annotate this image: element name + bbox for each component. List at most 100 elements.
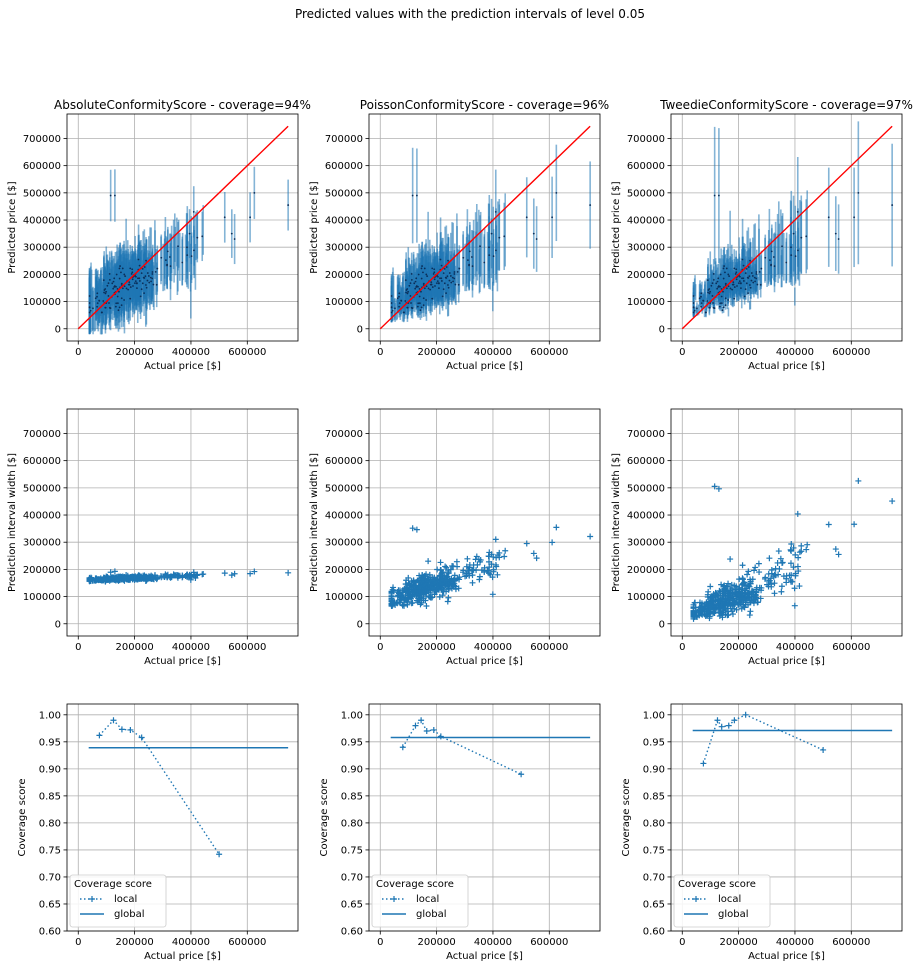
prediction-point: [425, 299, 428, 301]
subplot-r2-c2: 0 200000 400000 600000 0 100000 200000 300000 40…: [309, 408, 601, 667]
y-tick-label: 300000: [325, 538, 363, 549]
width-marker: [476, 576, 483, 583]
prediction-point: [120, 284, 123, 286]
width-marker: [440, 588, 447, 595]
x-axis-label: Actual price [$]: [446, 656, 523, 667]
local-coverage-point: [718, 723, 725, 730]
prediction-point: [151, 271, 154, 273]
prediction-point: [423, 287, 426, 290]
width-marker: [400, 588, 407, 595]
width-marker: [158, 574, 165, 581]
width-marker: [429, 584, 436, 591]
width-marker: [394, 589, 401, 595]
prediction-point: [415, 285, 418, 287]
prediction-point: [107, 295, 110, 297]
prediction-point: [111, 282, 114, 285]
prediction-point: [754, 280, 756, 283]
prediction-point: [421, 265, 423, 267]
y-tick-label: 0.85: [643, 791, 665, 802]
prediction-point: [734, 273, 737, 275]
width-marker: [135, 574, 142, 581]
width-marker: [771, 590, 778, 597]
prediction-point: [853, 216, 856, 219]
prediction-point: [722, 290, 724, 293]
prediction-point: [827, 216, 830, 219]
width-marker: [587, 533, 594, 540]
prediction-point: [429, 288, 432, 291]
y-tick-label: 400000: [325, 511, 363, 522]
prediction-point: [439, 258, 442, 261]
width-marker: [472, 556, 479, 563]
prediction-point: [693, 309, 696, 312]
prediction-point: [717, 277, 720, 280]
width-marker: [107, 575, 114, 582]
prediction-point: [196, 236, 199, 239]
y-tick-label: 0.90: [341, 764, 363, 775]
prediction-point: [748, 275, 751, 278]
prediction-point: [447, 259, 449, 262]
width-marker: [426, 571, 433, 578]
y-tick-label: 300000: [23, 243, 61, 254]
prediction-point: [437, 282, 440, 284]
prediction-point: [151, 277, 154, 280]
prediction-point: [724, 271, 726, 274]
width-marker: [788, 540, 795, 547]
prediction-point: [418, 287, 421, 290]
y-tick-label: 500000: [627, 188, 665, 199]
prediction-point: [445, 292, 447, 295]
prediction-point: [742, 280, 745, 282]
width-marker: [473, 553, 480, 560]
width-marker: [481, 564, 488, 571]
prediction-point: [129, 267, 132, 270]
prediction-point: [168, 256, 171, 258]
prediction-point: [119, 265, 121, 267]
plot-area: [692, 711, 893, 767]
width-marker: [395, 592, 402, 599]
local-coverage-point: [742, 711, 749, 718]
width-marker: [750, 597, 757, 604]
x-tick-label: 400000: [776, 347, 814, 358]
prediction-point: [160, 256, 163, 259]
y-tick-label: 0.75: [341, 845, 363, 856]
prediction-point: [390, 311, 393, 314]
prediction-point: [443, 282, 446, 285]
prediction-point: [287, 204, 290, 206]
x-tick-label: 400000: [172, 937, 210, 948]
subplot-r3-c2: 0 200000 400000 600000 0.60 0.65 0.70 0.75 0.80 0…: [319, 703, 601, 962]
x-tick-label: 400000: [776, 937, 814, 948]
prediction-point: [453, 277, 456, 280]
y-tick-label: 0.60: [39, 927, 61, 938]
prediction-point: [112, 287, 115, 290]
prediction-point: [769, 259, 771, 261]
width-marker: [494, 571, 501, 578]
width-marker: [825, 521, 832, 528]
prediction-point: [390, 302, 393, 304]
local-coverage-point: [138, 734, 145, 741]
prediction-point: [101, 311, 103, 314]
legend-global-label: global: [718, 909, 749, 920]
y-tick-label: 1.00: [341, 710, 363, 721]
prediction-point: [471, 265, 474, 268]
prediction-point: [98, 299, 101, 302]
prediction-point: [139, 295, 142, 298]
width-marker: [788, 578, 795, 585]
y-tick-label: 0.95: [341, 737, 363, 748]
subplot-r3-c1: 0 200000 400000 600000 0.60 0.65 0.70 0.75 0.80 0…: [17, 703, 299, 962]
x-tick-label: 200000: [116, 642, 154, 653]
prediction-point: [436, 280, 439, 283]
prediction-point: [532, 232, 535, 235]
prediction-point: [108, 302, 110, 304]
y-tick-label: 0.90: [643, 764, 665, 775]
prediction-point: [439, 277, 441, 280]
local-coverage-point: [437, 733, 444, 740]
width-marker: [729, 611, 736, 618]
prediction-point: [103, 291, 105, 294]
width-marker: [889, 498, 896, 505]
prediction-point: [797, 249, 799, 252]
legend: Coverage score local global: [371, 874, 469, 928]
prediction-point: [416, 305, 419, 308]
y-tick-label: 100000: [627, 592, 665, 603]
prediction-point: [430, 281, 433, 284]
prediction-point: [96, 305, 99, 308]
y-tick-label: 0.65: [341, 899, 363, 910]
